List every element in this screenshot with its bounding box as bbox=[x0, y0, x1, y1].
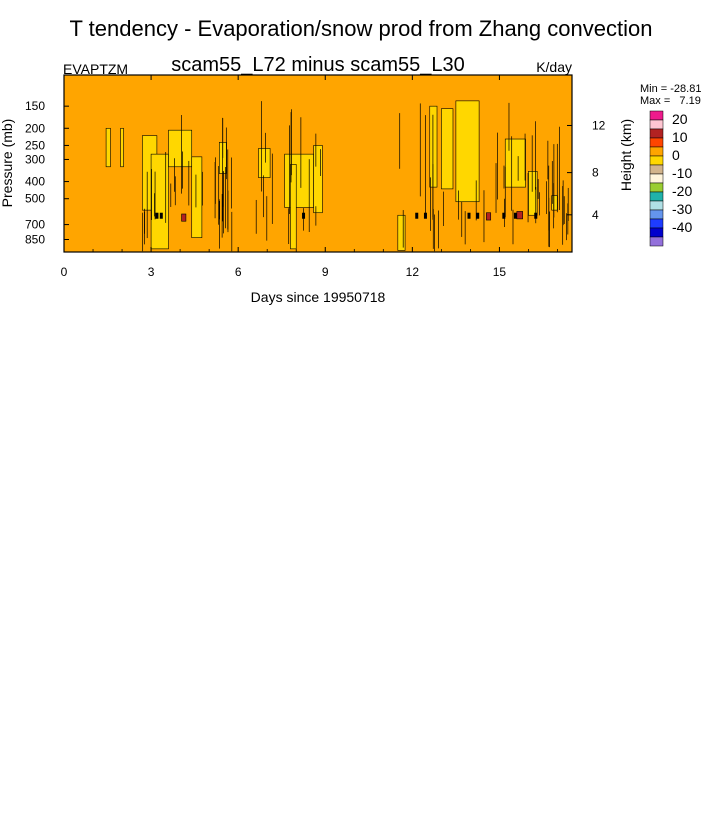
x-tick-label: 6 bbox=[235, 265, 242, 279]
contour-region bbox=[441, 108, 454, 190]
x-tick-label: 0 bbox=[61, 265, 68, 279]
contour-region bbox=[105, 127, 111, 168]
contour-region bbox=[528, 171, 538, 216]
colorbar-swatch bbox=[649, 191, 664, 202]
colorbar-level-label: -10 bbox=[672, 165, 692, 181]
colorbar-swatch bbox=[649, 137, 664, 148]
y-tick-label: 500 bbox=[25, 192, 45, 206]
colorbar-swatch bbox=[649, 173, 664, 184]
colorbar-swatch bbox=[649, 209, 664, 220]
contour-line bbox=[155, 212, 159, 219]
height-axis-label: Height (km) bbox=[618, 119, 634, 191]
y-axis-label: Pressure (mb) bbox=[0, 119, 15, 208]
units-label: K/day bbox=[536, 59, 572, 75]
height-axis: 12 8 4 bbox=[567, 118, 606, 222]
max-value-label: Max = 7.19 bbox=[640, 95, 701, 107]
colorbar-level-label: -40 bbox=[672, 219, 692, 235]
y-tick-label: 400 bbox=[25, 175, 45, 189]
chart-subtitle: scam55_L72 minus scam55_L30 bbox=[171, 54, 465, 76]
contour-region bbox=[313, 145, 323, 214]
colorbar-level-label: 10 bbox=[672, 129, 688, 145]
x-axis: 0 3 6 9 12 15 bbox=[61, 75, 558, 279]
contour-line bbox=[502, 212, 506, 219]
contour-line bbox=[423, 212, 427, 219]
colorbar-level-label: 20 bbox=[672, 111, 688, 127]
x-tick-label: 12 bbox=[406, 265, 420, 279]
colorbar-swatch bbox=[649, 227, 664, 238]
colorbar-level-label: -20 bbox=[672, 183, 692, 199]
height-tick-label: 8 bbox=[592, 166, 599, 180]
variable-name-label: EVAPTZM bbox=[63, 61, 128, 77]
contour-region bbox=[150, 153, 169, 250]
min-value-label: Min = -28.81 bbox=[640, 83, 701, 95]
colorbar-swatch bbox=[649, 182, 664, 193]
contour-region bbox=[191, 156, 203, 238]
colorbar-swatch bbox=[649, 236, 664, 247]
contour-region bbox=[168, 129, 193, 168]
contour-region bbox=[429, 105, 438, 188]
chart-title: T tendency - Evaporation/snow prod from … bbox=[70, 16, 653, 41]
colorbar-swatch bbox=[649, 200, 664, 211]
height-tick-label: 4 bbox=[592, 208, 599, 222]
contour-region bbox=[516, 211, 523, 220]
y-tick-label: 300 bbox=[25, 152, 45, 166]
x-tick-label: 3 bbox=[148, 265, 155, 279]
contour-region bbox=[120, 127, 124, 168]
height-tick-label: 12 bbox=[592, 118, 606, 132]
contour-region bbox=[181, 213, 187, 222]
contour-region bbox=[455, 100, 480, 203]
y-tick-label: 200 bbox=[25, 121, 45, 135]
colorbar-swatch bbox=[649, 155, 664, 166]
y-tick-label: 150 bbox=[25, 99, 45, 113]
contour-region bbox=[290, 164, 297, 250]
colorbar-level-label: 0 bbox=[672, 147, 680, 163]
x-tick-label: 9 bbox=[322, 265, 329, 279]
contour-region bbox=[258, 148, 271, 178]
colorbar-swatch bbox=[649, 110, 664, 121]
x-tick-label: 15 bbox=[493, 265, 507, 279]
colorbar-swatch bbox=[649, 218, 664, 229]
x-axis-label: Days since 19950718 bbox=[251, 289, 386, 305]
plot-frame bbox=[63, 74, 573, 253]
contour-line bbox=[302, 212, 306, 219]
colorbar-swatch bbox=[649, 146, 664, 157]
y-tick-label: 250 bbox=[25, 138, 45, 152]
contour-line bbox=[467, 212, 471, 219]
contour-lines bbox=[142, 101, 569, 252]
contour-line bbox=[415, 212, 419, 219]
y-tick-label: 850 bbox=[25, 233, 45, 247]
colorbar-swatch bbox=[649, 164, 664, 175]
colorbar-swatch bbox=[649, 128, 664, 139]
contour-region bbox=[486, 212, 492, 221]
contour-line bbox=[159, 212, 163, 219]
contour-region bbox=[504, 138, 526, 188]
colorbar-swatch bbox=[649, 119, 664, 130]
contour-region bbox=[397, 214, 406, 251]
contour-line bbox=[513, 212, 517, 219]
colorbar-legend: 20 10 0 -10 -20 -30 -40 bbox=[649, 110, 692, 247]
colorbar-level-label: -30 bbox=[672, 201, 692, 217]
contour-line bbox=[534, 212, 538, 219]
y-tick-label: 700 bbox=[25, 218, 45, 232]
contour-line bbox=[476, 212, 480, 219]
